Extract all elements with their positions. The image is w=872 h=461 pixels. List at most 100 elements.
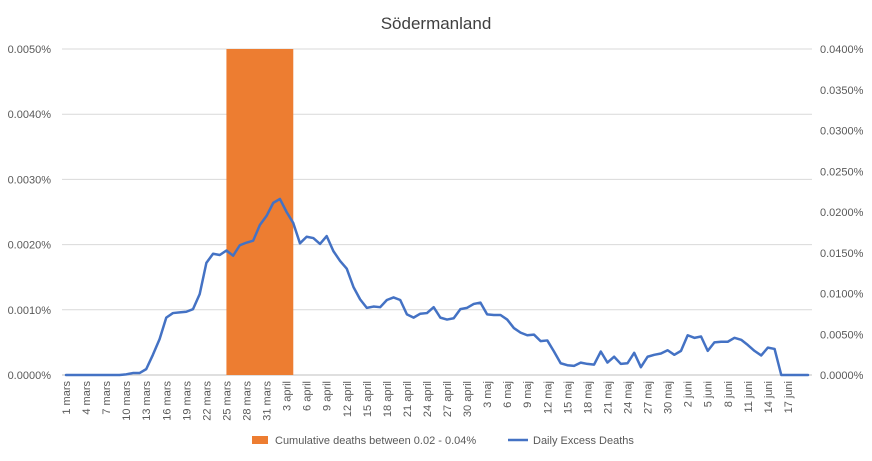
data-point bbox=[499, 314, 502, 316]
x-tick-label: 21 maj bbox=[603, 381, 615, 414]
data-point bbox=[566, 364, 568, 366]
data-point bbox=[125, 373, 127, 375]
data-point bbox=[486, 313, 488, 315]
data-point bbox=[158, 338, 161, 340]
data-point bbox=[332, 250, 334, 252]
data-point bbox=[466, 307, 468, 309]
data-point bbox=[687, 334, 689, 336]
data-point bbox=[326, 235, 328, 237]
x-tick-label: 24 april bbox=[422, 381, 434, 417]
data-point bbox=[767, 347, 769, 349]
data-point bbox=[65, 374, 67, 376]
data-point bbox=[105, 374, 107, 376]
x-tick-label: 3 april bbox=[282, 381, 294, 411]
x-tick-label: 10 mars bbox=[121, 381, 133, 421]
data-point bbox=[413, 317, 415, 319]
data-point bbox=[285, 211, 288, 213]
x-tick-label: 5 juni bbox=[703, 381, 715, 407]
data-point bbox=[787, 374, 789, 376]
data-point bbox=[232, 255, 234, 257]
data-point bbox=[606, 362, 609, 364]
data-point bbox=[733, 337, 736, 339]
data-point bbox=[740, 339, 742, 341]
data-point bbox=[152, 354, 154, 356]
legend-band-label: Cumulative deaths between 0.02 - 0.04% bbox=[275, 435, 476, 447]
data-point bbox=[78, 374, 80, 376]
data-point bbox=[533, 333, 535, 336]
data-point bbox=[700, 335, 702, 338]
x-tick-label: 22 mars bbox=[201, 381, 213, 421]
data-point bbox=[800, 374, 802, 376]
legend-band-swatch bbox=[252, 436, 268, 444]
data-point bbox=[199, 293, 201, 295]
x-tick-label: 30 april bbox=[462, 381, 474, 417]
x-tick-label: 7 mars bbox=[101, 381, 113, 415]
data-point bbox=[720, 341, 722, 343]
right-axis: 0.0000% 0.0050% 0.0100% 0.0150% 0.0200% 0.025… bbox=[820, 44, 864, 382]
data-point bbox=[98, 374, 101, 376]
data-point bbox=[225, 249, 228, 252]
x-tick-label: 24 maj bbox=[623, 381, 635, 414]
data-point bbox=[560, 362, 562, 364]
data-point bbox=[339, 260, 341, 262]
data-point bbox=[693, 337, 695, 339]
data-point bbox=[753, 350, 756, 352]
x-tick-label: 12 april bbox=[342, 381, 354, 417]
data-point bbox=[118, 374, 121, 376]
data-point bbox=[713, 341, 716, 343]
data-point bbox=[85, 374, 87, 376]
data-point bbox=[640, 366, 642, 368]
data-point bbox=[773, 348, 776, 350]
x-tick-label: 18 maj bbox=[582, 381, 594, 414]
x-tick-label: 4 mars bbox=[81, 381, 93, 415]
data-point bbox=[312, 237, 314, 239]
data-point bbox=[439, 317, 441, 319]
x-tick-label: 2 juni bbox=[683, 381, 695, 407]
data-point bbox=[192, 308, 194, 310]
data-point bbox=[794, 374, 796, 376]
legend: Cumulative deaths between 0.02 - 0.04% D… bbox=[252, 435, 634, 447]
data-point bbox=[379, 306, 381, 308]
data-point bbox=[593, 363, 595, 366]
series-layer bbox=[64, 197, 810, 377]
x-tick-label: 25 mars bbox=[221, 381, 233, 421]
x-tick-label: 12 maj bbox=[542, 381, 554, 414]
x-tick-label: 19 mars bbox=[181, 381, 193, 421]
data-point bbox=[727, 341, 729, 343]
data-point bbox=[446, 318, 448, 321]
data-point bbox=[259, 224, 261, 226]
data-point bbox=[212, 253, 214, 255]
data-point bbox=[459, 308, 461, 310]
data-point bbox=[653, 354, 655, 356]
data-point bbox=[506, 318, 508, 321]
x-tick-label: 6 maj bbox=[502, 381, 514, 408]
x-tick-label: 27 maj bbox=[643, 381, 655, 414]
data-point bbox=[600, 350, 602, 353]
y-left-tick-label: 0.0020% bbox=[8, 240, 52, 252]
x-tick-label: 15 april bbox=[362, 381, 374, 417]
y-right-tick-label: 0.0000% bbox=[820, 370, 864, 382]
chart-title: Södermanland bbox=[381, 14, 492, 33]
x-tick-label: 28 mars bbox=[242, 381, 254, 421]
data-point bbox=[553, 350, 555, 353]
y-right-tick-label: 0.0200% bbox=[820, 207, 864, 219]
data-point bbox=[319, 243, 321, 245]
data-point bbox=[406, 313, 408, 315]
data-point bbox=[399, 299, 401, 301]
band-layer bbox=[226, 49, 294, 375]
y-left-tick-label: 0.0050% bbox=[8, 44, 52, 56]
data-point bbox=[205, 262, 207, 264]
data-point bbox=[272, 202, 274, 204]
data-point bbox=[780, 374, 782, 376]
y-right-tick-label: 0.0050% bbox=[820, 329, 864, 341]
x-tick-label: 27 april bbox=[442, 381, 454, 417]
data-point bbox=[667, 349, 669, 351]
data-point bbox=[292, 222, 294, 224]
data-point bbox=[419, 313, 421, 315]
data-point bbox=[279, 198, 281, 200]
data-point bbox=[179, 311, 181, 314]
data-point bbox=[620, 363, 622, 365]
gridlines bbox=[62, 48, 812, 376]
x-tick-label: 8 juni bbox=[723, 381, 735, 407]
